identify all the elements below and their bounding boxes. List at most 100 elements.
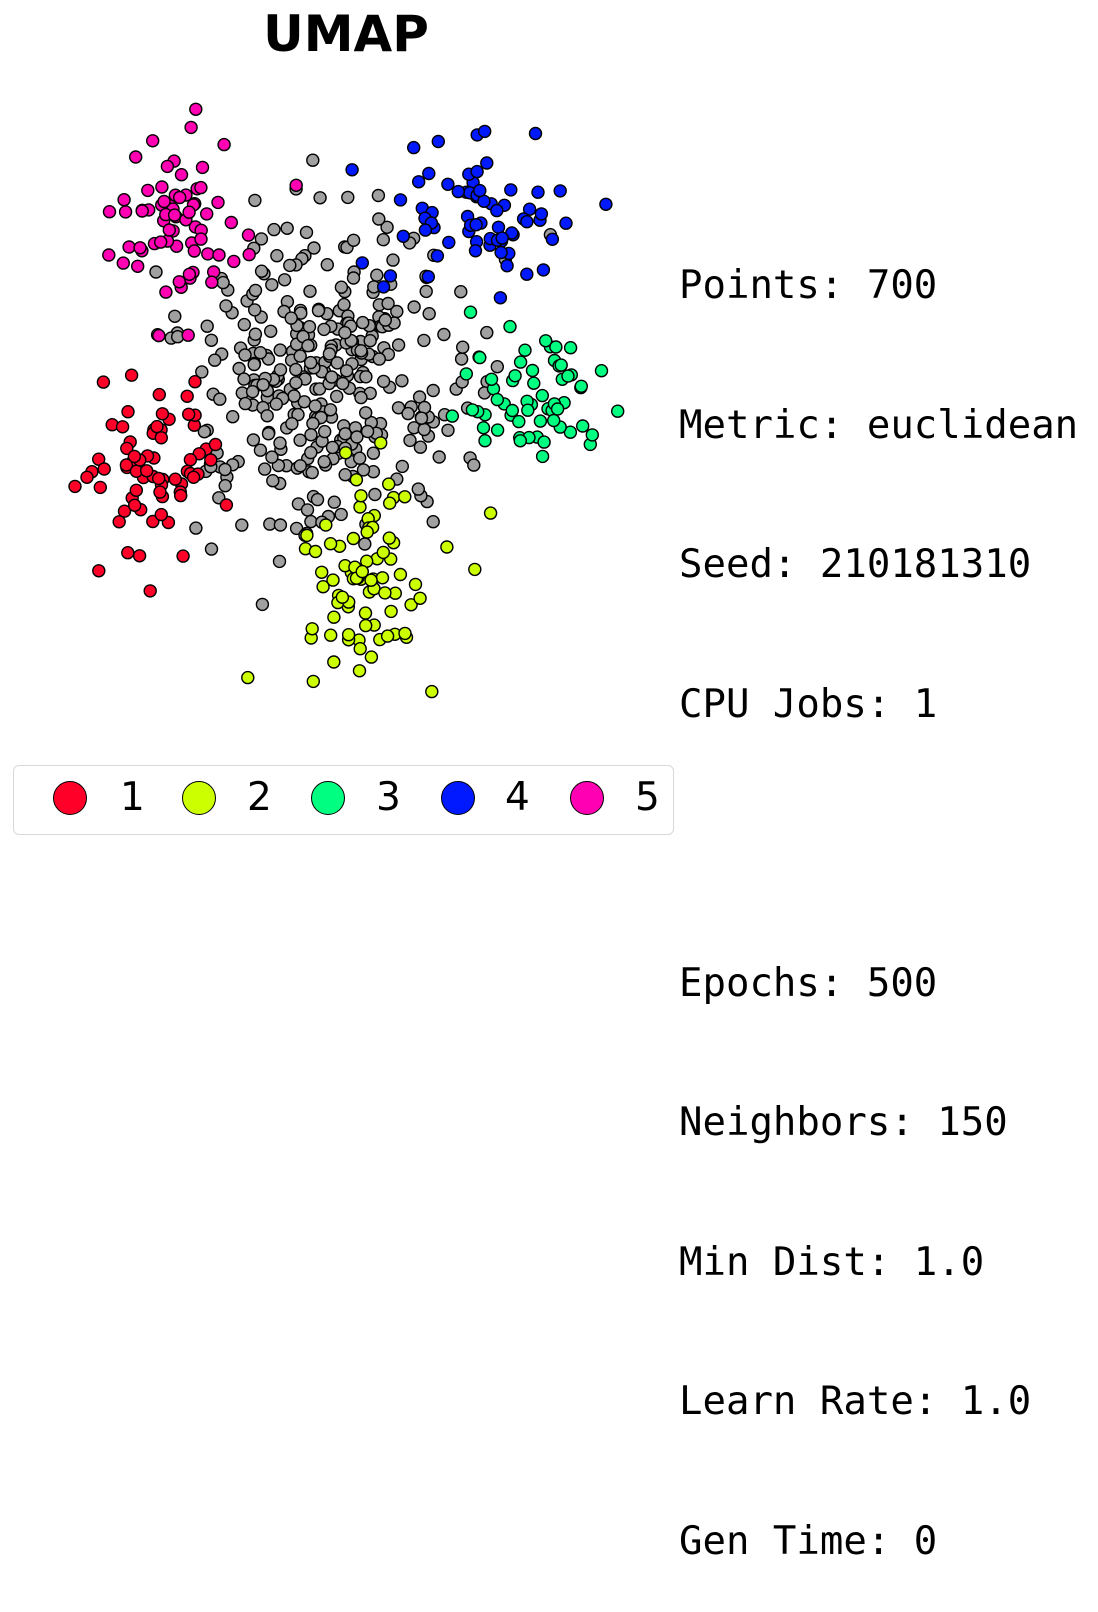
scatter-point-unlabeled [225, 410, 240, 424]
scatter-point-cluster-5 [102, 204, 117, 219]
scatter-point-unlabeled [293, 459, 307, 473]
scatter-point-unlabeled [407, 300, 421, 314]
scatter-point-cluster-3 [563, 341, 578, 355]
scatter-point-unlabeled [320, 258, 334, 272]
scatter-point-unlabeled [327, 495, 341, 509]
scatter-point-unlabeled [264, 324, 278, 338]
scatter-point-cluster-3 [554, 358, 568, 372]
scatter-point-cluster-2 [241, 670, 255, 685]
scatter-point-unlabeled [200, 319, 214, 333]
scatter-point-unlabeled [330, 356, 344, 370]
scatter-point-cluster-4 [504, 183, 518, 197]
scatter-point-unlabeled [299, 225, 314, 240]
scatter-point-cluster-1 [150, 419, 164, 434]
scatter-point-unlabeled [197, 425, 212, 439]
scatter-point-cluster-1 [115, 420, 130, 434]
scatter-point-cluster-4 [528, 126, 543, 141]
scatter-point-cluster-2 [398, 626, 412, 641]
scatter-point-cluster-5 [195, 160, 210, 175]
scatter-point-cluster-2 [353, 642, 367, 656]
scatter-point-cluster-1 [139, 464, 154, 478]
scatter-point-cluster-5 [128, 150, 143, 164]
scatter-point-unlabeled [293, 349, 307, 363]
scatter-point-cluster-5 [227, 254, 241, 269]
scatter-point-unlabeled [254, 232, 269, 246]
scatter-point-cluster-3 [533, 414, 548, 428]
scatter-point-unlabeled [285, 417, 299, 431]
scatter-point-unlabeled [346, 233, 361, 248]
scatter-point-cluster-1 [92, 564, 106, 578]
scatter-point-cluster-5 [189, 102, 203, 117]
scatter-point-unlabeled [247, 357, 261, 372]
scatter-point-cluster-4 [545, 232, 560, 247]
scatter-point-cluster-3 [445, 409, 459, 423]
scatter-point-cluster-2 [383, 496, 397, 510]
scatter-point-cluster-2 [355, 564, 369, 579]
scatter-point-unlabeled [454, 285, 468, 299]
scatter-point-unlabeled [238, 348, 252, 362]
scatter-point-cluster-2 [425, 684, 439, 699]
legend-label-5: 5 [635, 775, 660, 820]
stat-epochs: Epochs: 500 [679, 960, 938, 1006]
scatter-point-cluster-4 [468, 244, 483, 258]
scatter-point-cluster-5 [224, 215, 239, 230]
scatter-point-cluster-4 [383, 269, 398, 283]
scatter-point-cluster-2 [483, 506, 498, 520]
scatter-point-cluster-1 [153, 485, 167, 499]
scatter-point-cluster-1 [154, 507, 169, 522]
scatter-point-cluster-1 [119, 458, 134, 472]
scatter-point-cluster-3 [484, 372, 499, 386]
scatter-point-cluster-5 [133, 241, 147, 255]
scatter-point-unlabeled [426, 515, 440, 529]
scatter-point-unlabeled [195, 365, 209, 379]
scatter-point-cluster-3 [518, 343, 532, 357]
scatter-point-cluster-5 [174, 167, 189, 182]
scatter-point-unlabeled [368, 487, 382, 502]
scatter-point-cluster-2 [440, 540, 454, 554]
scatter-point-cluster-4 [431, 134, 445, 149]
scatter-point-unlabeled [207, 353, 222, 367]
scatter-point-cluster-5 [157, 194, 171, 209]
scatter-point-cluster-2 [384, 604, 398, 619]
scatter-point-cluster-5 [102, 248, 116, 262]
scatter-point-cluster-5 [130, 259, 145, 273]
scatter-point-cluster-3 [459, 367, 473, 381]
scatter-point-cluster-1 [146, 514, 160, 529]
scatter-point-cluster-5 [184, 120, 198, 135]
scatter-point-unlabeled [403, 433, 417, 448]
scatter-point-unlabeled [248, 327, 263, 341]
scatter-point-cluster-4 [393, 193, 408, 207]
scatter-point-cluster-5 [289, 178, 303, 193]
scatter-point-cluster-1 [132, 549, 147, 563]
scatter-point-cluster-2 [364, 650, 379, 664]
scatter-point-cluster-1 [155, 407, 170, 421]
legend-swatch-5 [570, 781, 604, 815]
scatter-point-unlabeled [338, 468, 352, 482]
scatter-point-unlabeled [334, 507, 348, 522]
scatter-point-cluster-1 [120, 441, 134, 456]
scatter-point-unlabeled [334, 280, 349, 294]
scatter-point-cluster-2 [398, 490, 412, 504]
scatter-point-unlabeled [359, 406, 373, 420]
scatter-point-cluster-2 [468, 562, 482, 577]
scatter-point-cluster-1 [127, 449, 142, 464]
scatter-point-cluster-2 [354, 489, 368, 503]
scatter-point-unlabeled [265, 278, 279, 292]
scatter-point-cluster-3 [465, 403, 480, 417]
scatter-point-unlabeled [291, 407, 305, 422]
scatter-point-cluster-4 [553, 184, 567, 198]
scatter-point-unlabeled [308, 399, 322, 413]
scatter-point-cluster-1 [68, 479, 82, 494]
scatter-point-cluster-5 [159, 285, 173, 299]
scatter-point-cluster-4 [493, 291, 508, 305]
scatter-point-unlabeled [310, 492, 325, 507]
scatter-point-unlabeled [354, 344, 368, 358]
scatter-point-cluster-3 [505, 403, 519, 418]
scatter-point-unlabeled [317, 322, 331, 337]
scatter-point-cluster-1 [121, 546, 135, 560]
scatter-point-unlabeled [213, 392, 227, 406]
scatter-point-unlabeled [253, 443, 268, 457]
scatter-point-cluster-5 [241, 228, 256, 242]
scatter-point-cluster-2 [408, 577, 423, 592]
scatter-point-cluster-3 [476, 421, 491, 435]
